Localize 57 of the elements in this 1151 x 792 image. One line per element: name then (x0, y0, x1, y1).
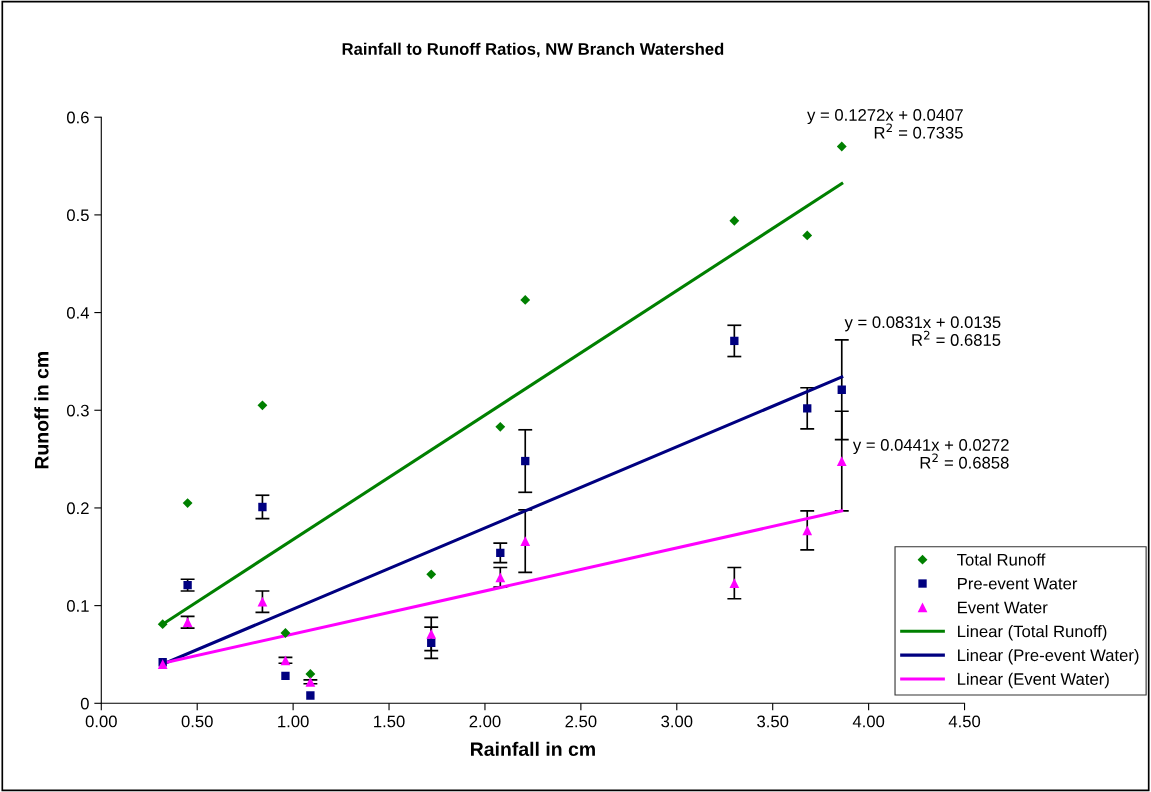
x-tick-label: 1.50 (374, 715, 405, 728)
point (803, 404, 812, 413)
point (306, 691, 315, 700)
annotation: y = 0.0441x + 0.0272 R$^{2}$ = 0.6858 (852, 439, 1009, 469)
x-axis-title: Rainfall in cm (471, 741, 595, 757)
y-tick-label: 0.5 (66, 209, 89, 222)
x-tick-label: 0.50 (181, 715, 213, 728)
legend-label: Linear (Event Water) (958, 672, 1109, 689)
point (521, 456, 530, 466)
x-tick-label: 2.00 (469, 715, 501, 728)
point (730, 336, 739, 346)
legend-label: Event Water (958, 601, 1048, 614)
point (257, 596, 268, 607)
x-tick-label: 3.00 (661, 715, 693, 728)
x-tick-label: 4.50 (948, 715, 981, 728)
point (257, 400, 268, 411)
annotation: y = 0.1272x + 0.0407 R$^{2}$ = 0.7335 (807, 109, 963, 139)
x-tick-label: 4.00 (852, 715, 885, 728)
point (837, 385, 846, 394)
point (802, 230, 813, 241)
point (280, 628, 291, 638)
annotation: y = 0.0831x + 0.0135 R$^{2}$ = 0.6815 (844, 316, 1001, 346)
point (836, 141, 847, 152)
point (426, 629, 437, 639)
y-axis-title: Runoff in cm (34, 352, 49, 469)
point (157, 619, 168, 630)
legend-label: Linear (Total Runoff) (958, 625, 1107, 641)
point (182, 498, 193, 508)
y-tick-label: 0.1 (66, 600, 89, 612)
point (729, 578, 740, 589)
point (520, 536, 531, 547)
x-tick-label: 2.50 (565, 715, 597, 728)
legend-label: Total Runoff (957, 553, 1046, 566)
point (427, 638, 436, 647)
x-tick-label: 0.00 (85, 715, 117, 728)
point (495, 572, 506, 583)
point (426, 569, 437, 580)
point (280, 655, 291, 666)
chart-title: Rainfall to Runoff Ratios, NW Branch Watershed (342, 42, 724, 58)
y-tick-label: 0 (80, 697, 89, 710)
y-tick-label: 0.2 (66, 502, 89, 515)
point (802, 525, 813, 536)
x-tick-label: 1.00 (278, 715, 309, 728)
y-tick-label: 0.4 (66, 306, 89, 319)
point (520, 294, 531, 305)
y-tick-label: 0.6 (66, 111, 89, 124)
legend-label: Linear (Pre-event Water) (958, 648, 1139, 665)
point (836, 456, 847, 466)
y-tick-label: 0.3 (66, 404, 89, 417)
point (729, 215, 740, 226)
point (258, 502, 267, 512)
point (305, 669, 316, 679)
legend-label: Pre-event Water (958, 577, 1078, 590)
point (496, 548, 505, 558)
point (281, 671, 290, 681)
x-tick-label: 3.50 (757, 715, 789, 728)
point (495, 421, 506, 432)
